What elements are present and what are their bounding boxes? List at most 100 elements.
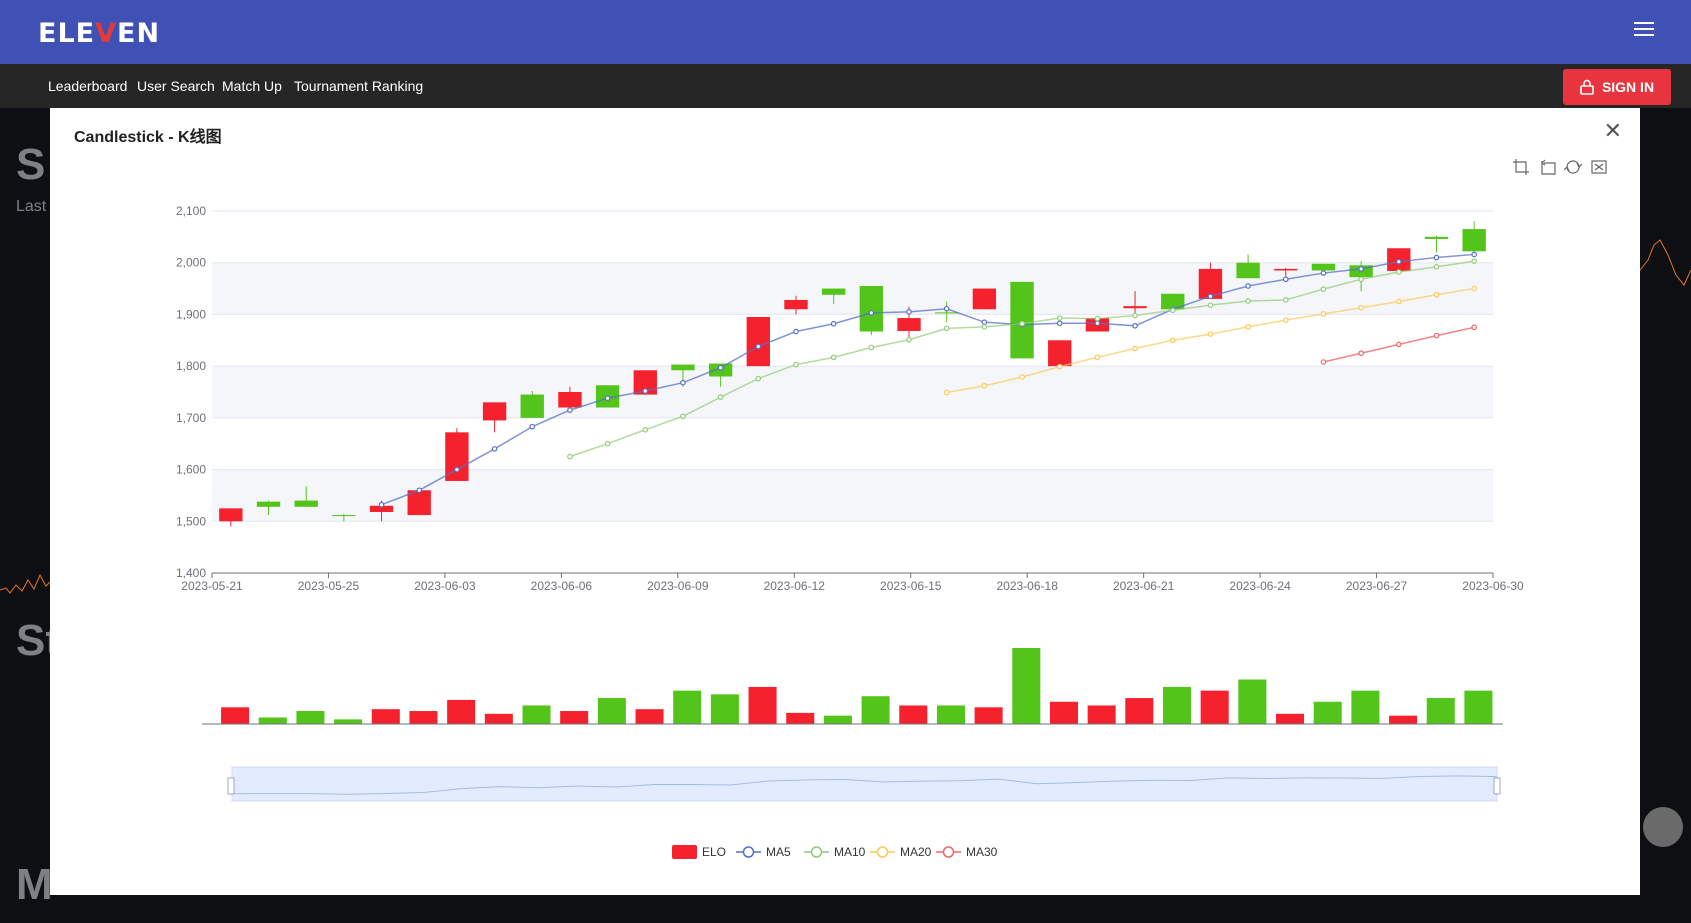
volume-bar [334, 719, 363, 724]
data-zoom-handle-right [1493, 777, 1501, 795]
candle-body [821, 288, 846, 295]
volume-bar [1389, 715, 1418, 724]
ma10-point [1396, 269, 1402, 275]
chart-toggle-button[interactable] [1643, 807, 1683, 847]
ma5-point [1056, 320, 1063, 327]
ma10-point [680, 413, 686, 420]
nav-user-search[interactable]: User Search [137, 78, 215, 94]
bg-heading-m: M [16, 860, 53, 909]
ma5-point [642, 388, 649, 394]
ma5-point [1132, 323, 1138, 329]
y-tick-label: 1,400 [176, 566, 206, 580]
ma5-point [454, 466, 460, 473]
save-image-icon[interactable] [1590, 158, 1608, 176]
volume-bar [936, 705, 965, 724]
volume-bar [597, 698, 626, 724]
ma10-point [830, 354, 837, 361]
legend-swatch-dot [876, 846, 889, 858]
ma5-line [381, 253, 1475, 506]
candle-body [482, 402, 507, 421]
candle-body [746, 317, 770, 367]
volume-bar [1049, 701, 1078, 724]
ma20-point [1207, 331, 1214, 337]
volume-bar [823, 715, 852, 724]
candlestick-chart[interactable]: 1,400 1,500 1,600 1,700 1,800 1,900 2,000 2,100… [50, 108, 1640, 895]
volume-bar [1351, 690, 1380, 724]
ma20-point [1358, 304, 1364, 311]
nav-tournament-ranking[interactable]: Tournament Ranking [294, 78, 424, 94]
bg-sparkline-left [0, 573, 50, 594]
ma10-point [1207, 302, 1214, 308]
chart-dialog: Candlestick - K线图 ✕ 1,400 1,500 1,600 1,700… [50, 108, 1640, 895]
volume-bar [899, 705, 928, 724]
ma5-point [529, 423, 536, 430]
legend-label: MA10 [834, 845, 866, 859]
volume-bar [974, 707, 1003, 724]
ma20-point [1056, 363, 1063, 370]
x-tick-label: 2023-06-15 [880, 579, 942, 593]
legend-swatch-elo [672, 845, 697, 859]
x-tick-label: 2023-06-06 [531, 579, 593, 593]
volume-bar [560, 711, 589, 724]
ma20-point [1169, 337, 1176, 344]
volume-bar [786, 712, 815, 724]
ma10-point [1132, 312, 1138, 319]
candle-body [784, 299, 808, 310]
ma5-point [1320, 270, 1327, 276]
nav-leaderboard[interactable]: Leaderboard [48, 78, 128, 94]
nav-match-up[interactable]: Match Up [222, 78, 282, 94]
ma20-point [1019, 374, 1025, 380]
ma5-point [1471, 251, 1477, 258]
y-tick-label: 1,600 [176, 463, 206, 477]
candle-body [445, 432, 469, 481]
ma5-point [1245, 283, 1251, 289]
candle-body [1198, 268, 1223, 299]
candle-body [972, 288, 997, 310]
candle-body [671, 364, 695, 371]
ma5-point [1433, 254, 1440, 261]
ma5-point [378, 501, 385, 508]
ma30-point [1396, 341, 1402, 348]
ma20-point [981, 382, 988, 389]
candle-body [1161, 293, 1185, 310]
y-tick-label: 2,000 [176, 256, 206, 270]
ma5-point [981, 319, 988, 325]
data-zoom-handle-left [227, 777, 235, 795]
app-logo[interactable]: ELEVEN [38, 18, 161, 49]
ma5-point [906, 309, 912, 315]
restore-icon[interactable] [1564, 158, 1582, 176]
ma5-point [1094, 320, 1101, 327]
volume-bar [861, 696, 890, 724]
x-tick-label: 2023-06-18 [996, 579, 1058, 593]
ma5-point [1396, 258, 1402, 265]
legend-label: MA30 [966, 845, 998, 859]
ma10-point [868, 344, 875, 351]
ma5-point [717, 364, 724, 371]
ma10-point [717, 394, 724, 400]
ma20-point [1471, 285, 1477, 292]
zoom-select-icon[interactable] [1512, 158, 1530, 176]
legend-swatch-dot [742, 846, 755, 858]
hamburger-menu-icon[interactable] [1634, 22, 1654, 38]
sign-in-button[interactable]: SIGN IN [1563, 69, 1671, 105]
x-tick-label: 2023-06-27 [1346, 579, 1408, 593]
ma10-point [642, 426, 649, 433]
ma20-point [1396, 298, 1402, 305]
ma10-point [943, 325, 950, 332]
ma10-point [1471, 258, 1477, 264]
y-tick-label: 2,100 [176, 204, 206, 218]
nav-bar: Leaderboard User Search Match Up Tournam… [0, 64, 1691, 108]
volume-bar [1012, 648, 1041, 724]
candle-body [859, 285, 884, 332]
ma5-point [943, 305, 950, 312]
grid-band [212, 366, 1493, 418]
candle-body [1010, 281, 1034, 359]
candle-body [558, 392, 582, 408]
ma20-point [1132, 345, 1138, 352]
volume-bar [1125, 698, 1154, 724]
ma10-point [1094, 315, 1101, 322]
ma10-point [1019, 320, 1025, 327]
legend-swatch-dot [942, 846, 955, 858]
close-icon[interactable]: ✕ [1603, 118, 1622, 143]
zoom-reset-icon[interactable] [1538, 158, 1556, 176]
